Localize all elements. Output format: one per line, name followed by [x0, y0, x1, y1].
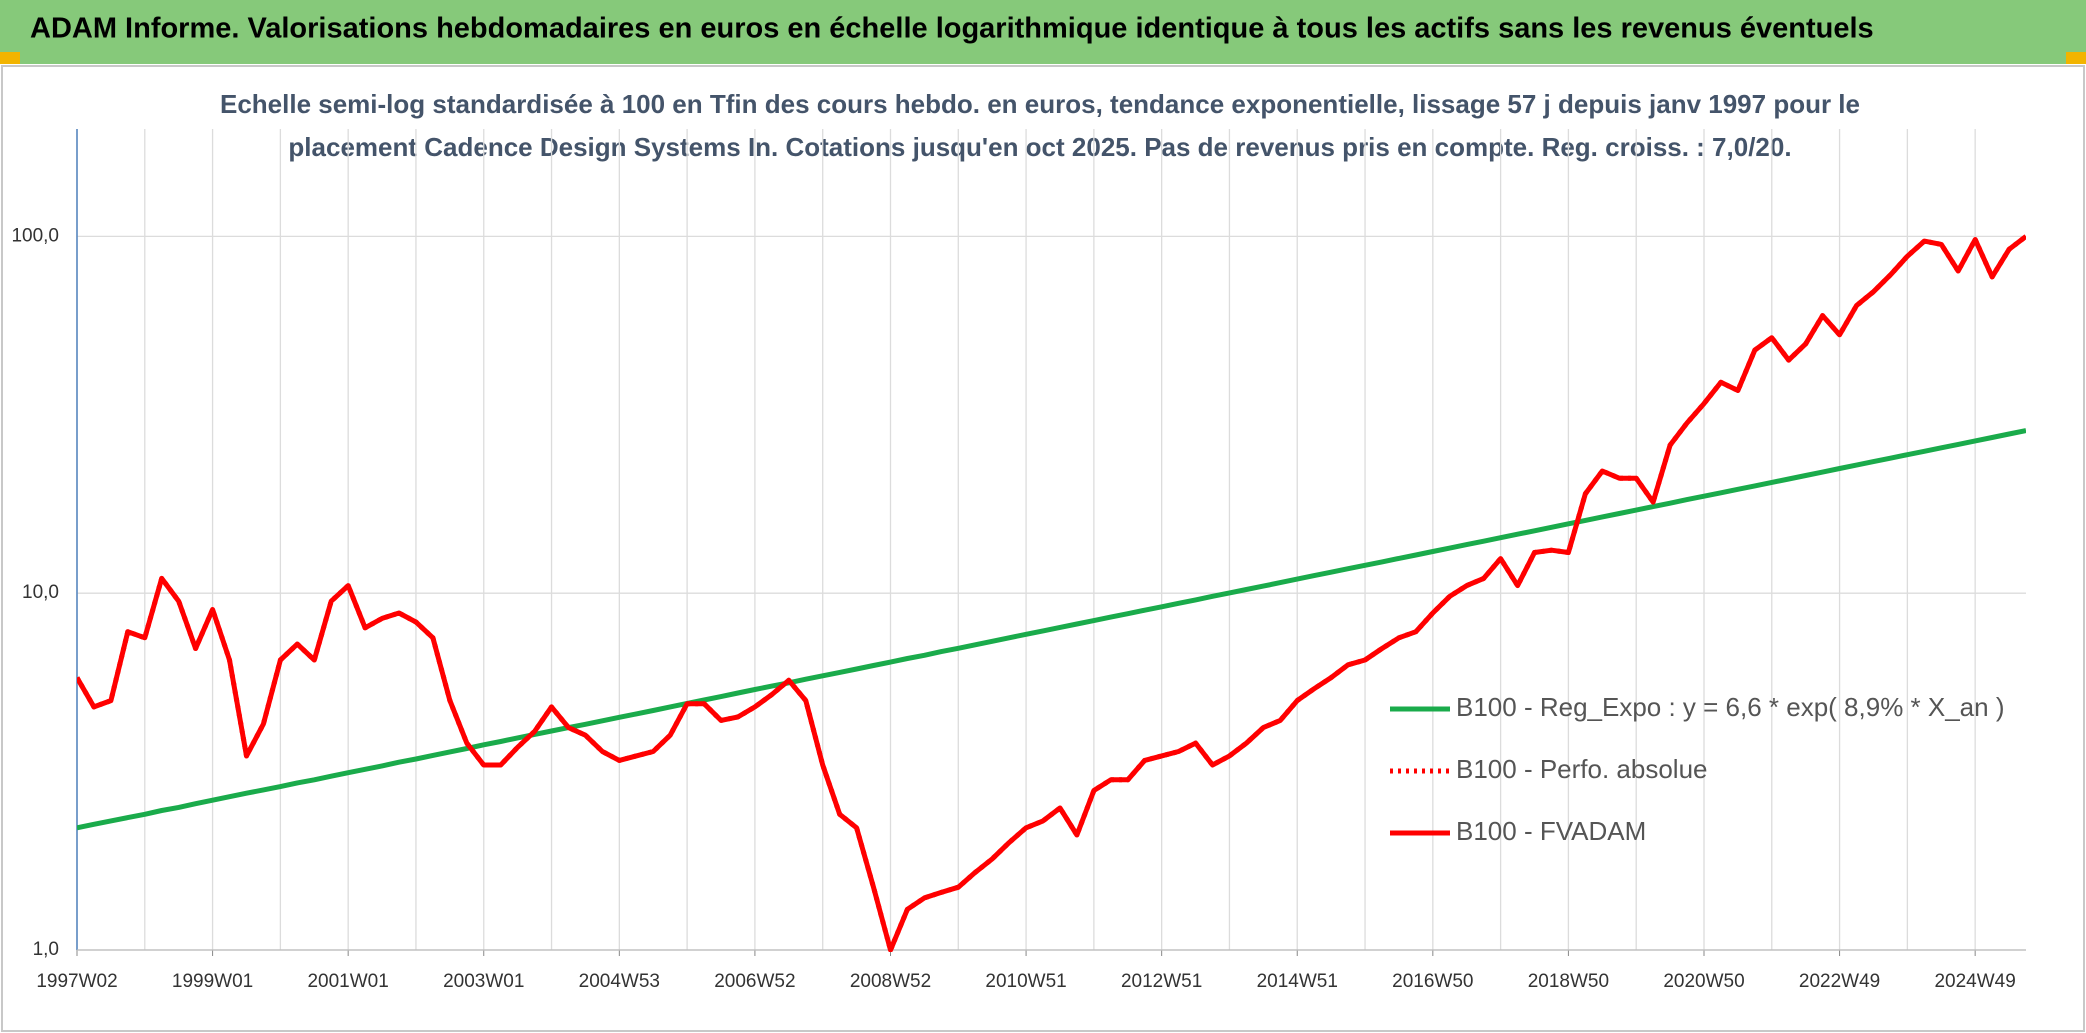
x-tick-label: 2022W49: [1799, 971, 1880, 992]
corner: [0, 52, 20, 64]
y-tick-label: 1,0: [33, 939, 59, 960]
legend-label: B100 - Perfo. absolue: [1456, 754, 1708, 784]
x-tick-label: 2008W52: [850, 971, 931, 992]
legend-label: B100 - Reg_Expo : y = 6,6 * exp( 8,9% * …: [1456, 692, 2005, 722]
plot: [77, 234, 2026, 952]
series-line: [77, 428, 2026, 831]
x-tick-label: 2010W51: [985, 971, 1066, 992]
series-line: [77, 234, 2026, 952]
x-tick-label: 2016W50: [1392, 971, 1473, 992]
corner: [2066, 52, 2086, 64]
grid: 1997W02 1999W01 2001W01 2003W01 2004W53 2006W…: [11, 129, 2026, 992]
header-title: ADAM Informe. Valorisations hebdomadaire…: [30, 13, 1874, 45]
x-tick-label: 2020W50: [1663, 971, 1744, 992]
x-tick-label: 2004W53: [579, 971, 660, 992]
legend-label: B100 - FVADAM: [1456, 816, 1646, 846]
x-tick-label: 2018W50: [1528, 971, 1609, 992]
legend: B100 - Reg_Expo : y = 6,6 * exp( 8,9% * …: [1390, 692, 2005, 846]
header-bar: [0, 0, 2086, 64]
x-tick-label: 2006W52: [714, 971, 795, 992]
x-tick-label: 1997W02: [36, 971, 117, 992]
chart-frame: [1, 65, 2085, 1032]
x-tick-label: 2012W51: [1121, 971, 1202, 992]
y-tick-label: 100,0: [11, 225, 59, 246]
x-tick-label: 2024W49: [1934, 971, 2015, 992]
chart-subtitle: placement Cadence Design Systems In. Cot…: [288, 132, 1791, 162]
chart-subtitle: Echelle semi-log standardisée à 100 en T…: [220, 89, 1860, 119]
x-tick-label: 2003W01: [443, 971, 524, 992]
x-tick-label: 2014W51: [1257, 971, 1338, 992]
y-tick-label: 10,0: [22, 582, 59, 603]
x-tick-label: 1999W01: [172, 971, 253, 992]
x-tick-label: 2001W01: [307, 971, 388, 992]
